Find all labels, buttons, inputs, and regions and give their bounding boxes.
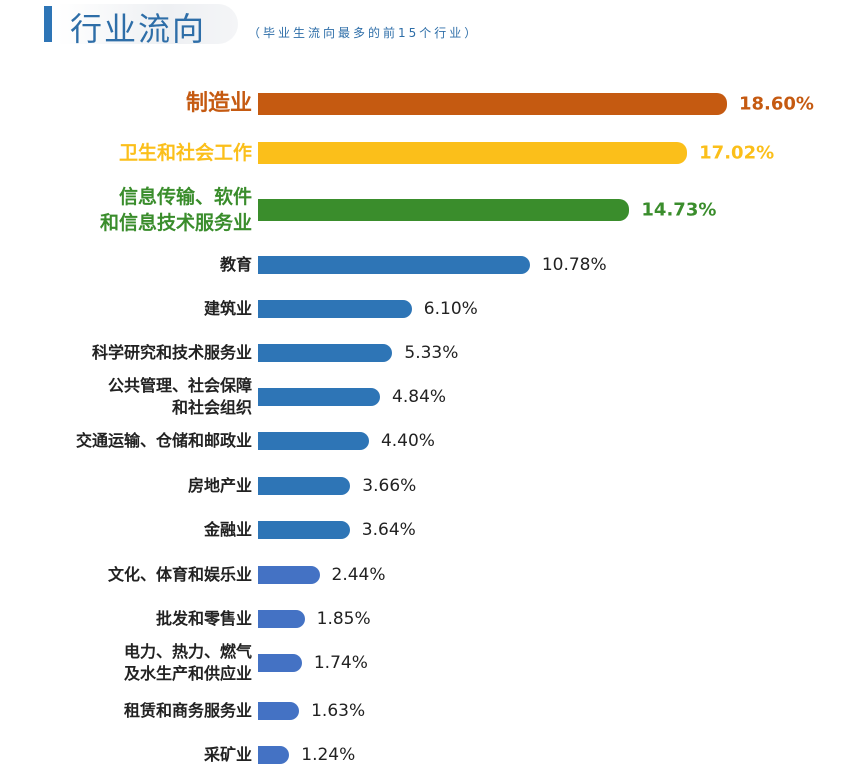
bar bbox=[258, 199, 630, 221]
value-label: 6.10% bbox=[423, 299, 478, 319]
bar bbox=[258, 256, 530, 274]
category-label: 房地产业 bbox=[187, 476, 252, 495]
category-label: 金融业 bbox=[203, 520, 252, 539]
bar bbox=[258, 654, 302, 672]
value-label: 4.84% bbox=[392, 387, 447, 407]
bar bbox=[258, 521, 350, 539]
category-label: 采矿业 bbox=[203, 745, 252, 764]
bar bbox=[258, 610, 305, 628]
value-label: 18.60% bbox=[739, 93, 814, 115]
value-label: 2.44% bbox=[331, 565, 386, 585]
bar bbox=[258, 746, 290, 764]
value-label: 1.24% bbox=[301, 745, 356, 765]
category-label: 卫生和社会工作 bbox=[118, 142, 252, 164]
value-label: 4.40% bbox=[380, 431, 435, 451]
header-background bbox=[58, 4, 238, 44]
bar bbox=[258, 477, 351, 495]
bar bbox=[258, 93, 727, 115]
category-label: 公共管理、社会保障 和社会组织 bbox=[107, 376, 252, 417]
category-label: 电力、热力、燃气 及水生产和供应业 bbox=[123, 642, 252, 683]
value-label: 3.66% bbox=[362, 476, 417, 496]
bar bbox=[258, 344, 393, 362]
page-subtitle: （毕业生流向最多的前15个行业） bbox=[248, 26, 480, 40]
category-label: 教育 bbox=[219, 255, 252, 274]
value-label: 1.63% bbox=[311, 701, 366, 721]
bar bbox=[258, 566, 320, 584]
page-title: 行业流向 bbox=[70, 10, 207, 48]
bar bbox=[258, 432, 369, 450]
bar bbox=[258, 142, 688, 164]
category-label: 科学研究和技术服务业 bbox=[91, 343, 252, 362]
bar bbox=[258, 300, 412, 318]
bar bbox=[258, 702, 300, 720]
category-label: 交通运输、仓储和邮政业 bbox=[75, 431, 252, 450]
bar bbox=[258, 388, 381, 406]
category-label: 制造业 bbox=[185, 91, 252, 116]
value-label: 1.85% bbox=[316, 609, 371, 629]
category-label: 信息传输、软件 和信息技术服务业 bbox=[99, 186, 252, 234]
value-label: 3.64% bbox=[361, 520, 416, 540]
value-label: 14.73% bbox=[641, 199, 717, 221]
category-label: 租赁和商务服务业 bbox=[123, 701, 252, 720]
category-label: 批发和零售业 bbox=[155, 609, 252, 628]
header-accent-bar bbox=[44, 6, 52, 42]
category-label: 文化、体育和娱乐业 bbox=[107, 565, 252, 584]
category-label: 建筑业 bbox=[203, 299, 252, 318]
value-label: 5.33% bbox=[404, 343, 459, 363]
value-label: 10.78% bbox=[541, 255, 607, 275]
value-label: 17.02% bbox=[699, 142, 775, 164]
value-label: 1.74% bbox=[313, 653, 368, 673]
